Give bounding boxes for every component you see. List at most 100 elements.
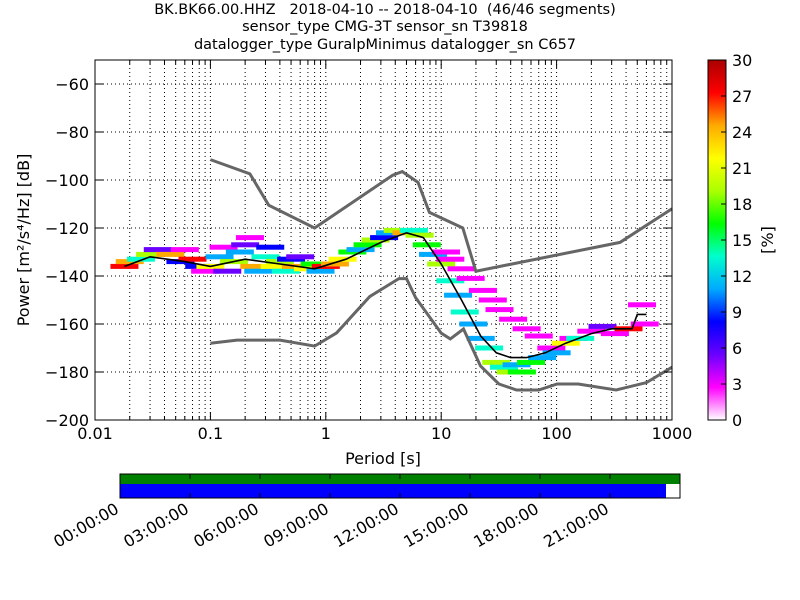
pdf-cell [588, 323, 617, 329]
pdf-cell [191, 268, 220, 274]
pdf-cell [466, 335, 495, 341]
colorbar-tick-label: 24 [732, 123, 752, 142]
pdf-cell [178, 256, 207, 262]
pdf-cell [231, 242, 260, 248]
y-tick-label: −180 [45, 363, 89, 382]
pdf-cell [126, 256, 155, 262]
pdf-cell [431, 249, 460, 255]
pdf-cell [485, 307, 514, 313]
x-tick-label: 1000 [652, 424, 693, 443]
colorbar-tick-label: 18 [732, 195, 752, 214]
pdf-cell [370, 235, 399, 241]
timeline-tick-label: 00:00:00 [50, 499, 122, 551]
pdf-cell [271, 268, 300, 274]
x-tick-label: 100 [541, 424, 572, 443]
pdf-cell [600, 331, 629, 337]
timeline-tick-label: 09:00:00 [260, 499, 332, 551]
timeline-tick-label: 15:00:00 [400, 499, 472, 551]
colorbar-label: [%] [758, 226, 777, 254]
pdf-cell [143, 247, 172, 253]
low-noise-model-line [210, 277, 673, 392]
chart-title-line-2: sensor_type CMG-3T sensor_sn T39818 [242, 19, 528, 35]
pdf-cell [209, 244, 238, 250]
pdf-cell [482, 359, 511, 365]
pdf-cell [136, 251, 165, 257]
pdf-cell [459, 321, 488, 327]
timeline-tick-label: 21:00:00 [540, 499, 612, 551]
pdf-cell [328, 256, 357, 262]
colorbar-tick-label: 0 [732, 411, 742, 430]
pdf-cell [447, 266, 476, 272]
colorbar-tick-label: 30 [732, 51, 752, 70]
colorbar-tick-label: 6 [732, 339, 742, 358]
pdf-cell [225, 249, 254, 255]
axis-ticks: 0.01 0.1 1 10 100 1000 −60 −80 −100 −120 −140 −160 −… [45, 60, 692, 443]
timeline-tick-label: 03:00:00 [120, 499, 192, 551]
pdf-cell [468, 287, 497, 293]
pdf-cell [412, 242, 441, 248]
pdf-cell [524, 333, 553, 339]
timeline-tick-label: 12:00:00 [330, 499, 402, 551]
pdf-cell [240, 263, 269, 269]
colorbar-tick-label: 27 [732, 87, 752, 106]
pdf-cell [256, 244, 285, 250]
pdf-cell [251, 254, 280, 260]
colorbar-ticks: 0 3 6 9 12 15 18 21 24 27 30 [721, 51, 752, 430]
chart-title-line-1: BK.BK66.00.HHZ 2018-04-10 -- 2018-04-10 … [154, 2, 616, 18]
pdf-cell [260, 263, 289, 269]
pdf-cell [499, 316, 528, 322]
pdf-cell [170, 247, 199, 253]
pdf-cell [516, 359, 545, 365]
pdf-cell [213, 268, 242, 274]
pdf-cell [110, 263, 139, 269]
pdf-cell [475, 345, 504, 351]
y-tick-label: −140 [45, 267, 89, 286]
y-tick-label: −100 [45, 171, 89, 190]
x-tick-label: 0.1 [198, 424, 223, 443]
pdf-cell [456, 275, 485, 281]
colorbar-tick-label: 21 [732, 159, 752, 178]
pdf-cell [235, 235, 264, 241]
y-tick-label: −80 [55, 123, 89, 142]
pdf-cell [542, 350, 571, 356]
pdf-cell [450, 309, 479, 315]
pdf-cell [478, 297, 507, 303]
x-tick-label: 10 [431, 424, 451, 443]
noise-models [209, 158, 673, 392]
pdf-cell [399, 227, 428, 233]
pdf-cell [630, 321, 659, 327]
pdf-cell [244, 268, 273, 274]
pdf-cell [156, 251, 185, 257]
pdf-cell [502, 362, 531, 368]
timeline-bar: 00:00:0003:00:0006:00:0009:00:0012:00:00… [50, 473, 681, 551]
pdf-cell [628, 302, 657, 308]
pdf-cell [346, 247, 375, 253]
pdf-cell [436, 256, 465, 262]
pdf-cell [306, 268, 335, 274]
pdf-cell [537, 345, 566, 351]
high-noise-model-line [209, 158, 673, 273]
y-axis-label: Power [m²/s⁴/Hz] [dB] [14, 154, 33, 327]
y-tick-label: −200 [45, 411, 89, 430]
pdf-cell [205, 254, 234, 260]
psd-coverage-bar [120, 484, 666, 498]
pdf-cell [286, 254, 315, 260]
pdf-cell [320, 261, 349, 267]
y-tick-label: −160 [45, 315, 89, 334]
y-tick-label: −60 [55, 75, 89, 94]
x-tick-label: 1 [321, 424, 331, 443]
pdf-cell [353, 242, 382, 248]
pdf-cell [512, 326, 541, 332]
pdf-cell [528, 355, 557, 361]
mode-curve-line [124, 231, 647, 359]
chart-title-line-3: datalogger_type GuralpMinimus datalogger… [193, 37, 577, 53]
colorbar-tick-label: 15 [732, 231, 752, 250]
timeline-tick-label: 06:00:00 [190, 499, 262, 551]
colorbar-tick-label: 9 [732, 303, 742, 322]
pdf-cell [577, 328, 606, 334]
colorbar-tick-label: 3 [732, 375, 742, 394]
mode-curve-layer [124, 231, 647, 359]
pdf-cell [405, 232, 434, 238]
timeline-tick-label: 18:00:00 [470, 499, 542, 551]
